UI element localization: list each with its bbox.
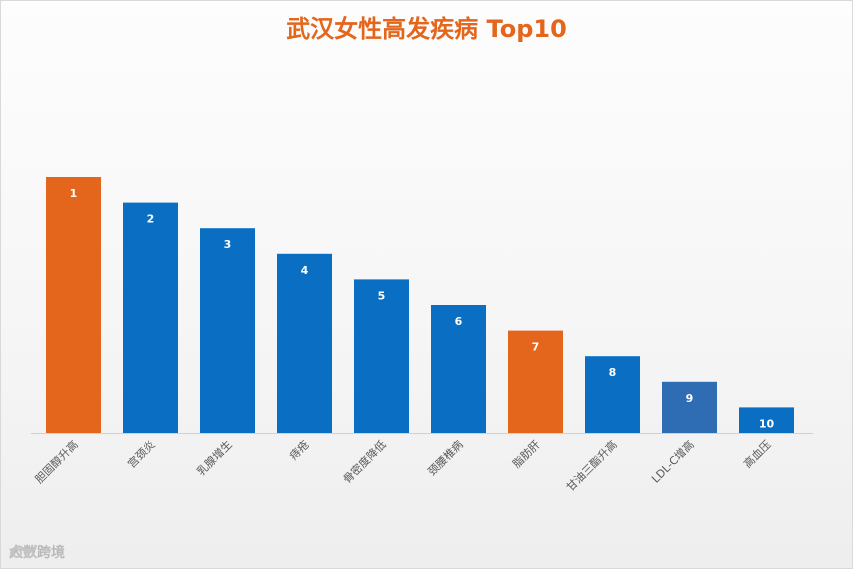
data-label-9: 9	[686, 392, 694, 405]
category-label-9: LDL-C增高	[649, 437, 697, 485]
bar-8	[585, 356, 640, 433]
bar-6	[431, 305, 486, 433]
bar-10	[739, 407, 794, 433]
category-label-7: 脂肪肝	[510, 437, 543, 470]
data-label-3: 3	[224, 238, 232, 251]
chart-title: 武汉女性高发疾病 Top10	[286, 15, 567, 43]
category-label-10: 高血压	[741, 437, 774, 470]
bar-9	[662, 381, 717, 433]
category-label-5: 骨密度降低	[340, 437, 389, 486]
category-label-2: 宫颈炎	[125, 437, 158, 470]
category-label-3: 乳腺增生	[194, 437, 235, 478]
bar-7	[508, 330, 563, 433]
category-label-8: 甘油三酯升高	[563, 437, 620, 494]
bar-4	[277, 253, 332, 433]
data-label-6: 6	[455, 315, 463, 328]
data-label-8: 8	[609, 366, 617, 379]
category-label-4: 痔疮	[286, 437, 311, 462]
bar-5	[354, 279, 409, 433]
watermark: 大数跨境	[9, 541, 65, 563]
data-label-1: 1	[70, 187, 78, 200]
bar-3	[200, 228, 255, 433]
watermark-logo-icon	[9, 544, 38, 558]
bar-2	[123, 202, 178, 433]
data-label-7: 7	[532, 341, 540, 354]
data-label-10: 10	[759, 417, 775, 430]
data-label-2: 2	[147, 213, 155, 226]
bar-1	[46, 177, 101, 433]
category-label-1: 胆固醇升高	[32, 437, 81, 486]
data-label-5: 5	[378, 289, 386, 302]
data-label-4: 4	[301, 264, 309, 277]
category-label-6: 颈腰椎病	[425, 437, 466, 478]
